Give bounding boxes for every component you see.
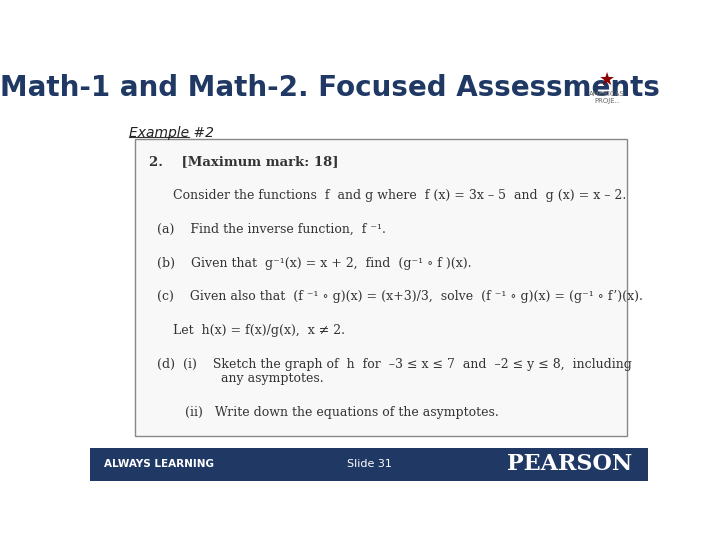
Text: (ii)   Write down the equations of the asymptotes.: (ii) Write down the equations of the asy… <box>149 406 499 419</box>
Text: (d)  (i)    Sketch the graph of  h  for  –3 ≤ x ≤ 7  and  –2 ≤ y ≤ 8,  including: (d) (i) Sketch the graph of h for –3 ≤ x… <box>149 358 631 371</box>
Text: (a)    Find the inverse function,  f ⁻¹.: (a) Find the inverse function, f ⁻¹. <box>149 222 386 235</box>
Text: (b)    Given that  g⁻¹(x) = x + 2,  find  (g⁻¹ ∘ f )(x).: (b) Given that g⁻¹(x) = x + 2, find (g⁻¹… <box>149 256 472 269</box>
Text: PEARSON: PEARSON <box>508 454 632 475</box>
Text: (c)    Given also that  (f ⁻¹ ∘ g)(x) = (x+3)/3,  solve  (f ⁻¹ ∘ g)(x) = (g⁻¹ ∘ : (c) Given also that (f ⁻¹ ∘ g)(x) = (x+3… <box>149 291 643 303</box>
Bar <box>90 448 648 481</box>
Text: ★: ★ <box>599 71 615 89</box>
Text: AMERICAS
PROJE..: AMERICAS PROJE.. <box>589 91 625 104</box>
Text: Slide 31: Slide 31 <box>346 460 392 469</box>
FancyBboxPatch shape <box>135 139 627 436</box>
Text: Example #2: Example #2 <box>129 126 214 139</box>
Text: Let  h(x) = f(x)/g(x),  x ≠ 2.: Let h(x) = f(x)/g(x), x ≠ 2. <box>149 325 345 338</box>
Text: Math-1 and Math-2. Focused Assessments: Math-1 and Math-2. Focused Assessments <box>0 74 660 102</box>
Text: ALWAYS LEARNING: ALWAYS LEARNING <box>104 460 214 469</box>
Text: Consider the functions  f  and g where  f (x) = 3x – 5  and  g (x) = x – 2.: Consider the functions f and g where f (… <box>149 189 626 202</box>
Text: any asymptotes.: any asymptotes. <box>149 372 323 384</box>
Text: 2.    [Maximum mark: 18]: 2. [Maximum mark: 18] <box>149 155 338 168</box>
